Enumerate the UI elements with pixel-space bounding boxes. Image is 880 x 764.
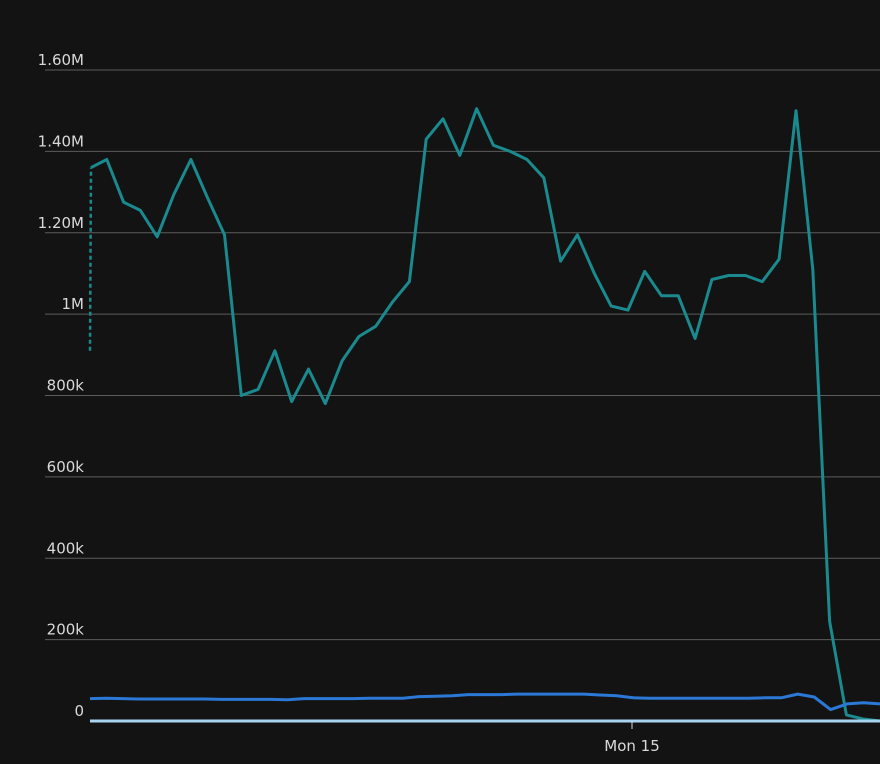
y-tick-label: 1.20M bbox=[38, 214, 84, 232]
y-tick-label: 0 bbox=[74, 702, 84, 720]
y-axis-labels: 0 200k 400k 600k 800k 1M 1.20M 1.40M 1.60M bbox=[38, 51, 85, 720]
series-1-line bbox=[89, 692, 880, 712]
series-lines bbox=[88, 107, 880, 723]
series-0-dashed-lead bbox=[88, 167, 93, 351]
x-tick-label: Mon 15 bbox=[604, 737, 659, 755]
y-tick-label: 200k bbox=[47, 621, 85, 639]
x-axis: Mon 15 bbox=[604, 721, 660, 755]
y-tick-label: 1M bbox=[62, 295, 85, 313]
grid-lines bbox=[45, 69, 880, 722]
y-tick-label: 1.40M bbox=[38, 132, 84, 150]
y-tick-label: 1.60M bbox=[38, 51, 84, 69]
y-tick-label: 800k bbox=[47, 377, 85, 395]
y-tick-label: 400k bbox=[47, 539, 85, 557]
series-0-line bbox=[90, 107, 880, 723]
y-tick-label: 600k bbox=[47, 458, 85, 476]
